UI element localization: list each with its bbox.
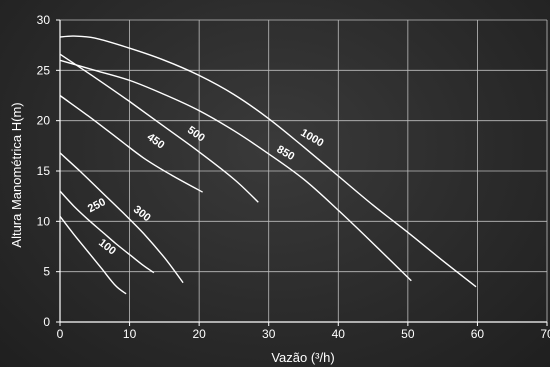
y-tick-label-10: 10 <box>37 214 51 228</box>
tick-labels: 0 10 20 30 40 50 60 70 0 5 10 15 20 25 30 <box>37 13 550 341</box>
x-axis-title: Vazão (³/h) <box>271 350 334 365</box>
curve-label-500: 500 <box>185 124 207 144</box>
x-tick-label-10: 10 <box>123 327 137 341</box>
curve-250 <box>59 190 155 274</box>
curve-100 <box>59 215 127 295</box>
x-tick-label-20: 20 <box>192 327 206 341</box>
curve-850 <box>59 59 412 282</box>
x-tick-label-0: 0 <box>57 327 64 341</box>
curves <box>59 35 477 295</box>
curve-1000 <box>59 35 477 288</box>
curve-300 <box>59 152 184 284</box>
x-tick-label-40: 40 <box>332 327 346 341</box>
x-tick-label-50: 50 <box>401 327 415 341</box>
y-tick-label-15: 15 <box>37 164 51 178</box>
y-tick-label-0: 0 <box>43 315 50 329</box>
grid <box>60 19 548 322</box>
curve-label-250: 250 <box>86 196 108 215</box>
x-tick-label-70: 70 <box>540 327 550 341</box>
curve-label-450: 450 <box>145 131 167 151</box>
y-tick-label-25: 25 <box>37 63 51 77</box>
y-axis-title: Altura Manométrica H(m) <box>9 102 24 247</box>
axes <box>56 19 548 326</box>
y-tick-label-5: 5 <box>43 265 50 279</box>
curve-label-100: 100 <box>96 237 118 258</box>
y-tick-label-20: 20 <box>37 114 51 128</box>
x-tick-label-60: 60 <box>471 327 485 341</box>
x-tick-label-30: 30 <box>262 327 276 341</box>
curve-500 <box>59 53 259 203</box>
curve-450 <box>59 94 203 193</box>
y-tick-label-30: 30 <box>37 13 51 27</box>
